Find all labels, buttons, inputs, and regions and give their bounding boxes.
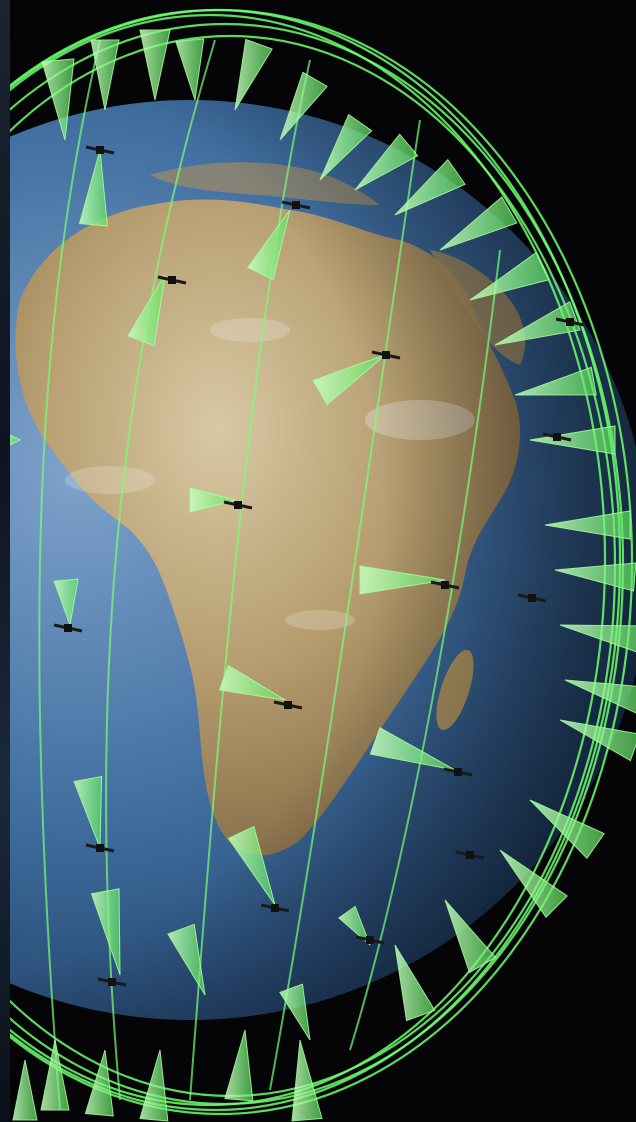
satellite-icon <box>223 500 253 510</box>
coverage-beam <box>224 1029 254 1102</box>
coverage-beam <box>234 38 273 111</box>
satellite-icon <box>157 275 187 285</box>
coverage-beam <box>529 799 605 859</box>
coverage-beam <box>394 158 466 216</box>
coverage-beam <box>246 209 291 281</box>
satellite-icon <box>85 145 115 155</box>
coverage-beam <box>139 1049 169 1122</box>
satellite-icon <box>542 432 572 442</box>
coverage-beam <box>559 624 636 653</box>
satellite-icon <box>355 935 385 945</box>
coverage-beam <box>559 719 636 762</box>
satellite-icon <box>455 850 485 860</box>
coverage-beam <box>227 825 276 906</box>
coverage-beam <box>73 776 103 849</box>
coverage-beam <box>444 899 497 974</box>
coverage-beam <box>319 113 373 181</box>
left-edge-strip <box>0 0 10 1122</box>
satellite-icon <box>85 843 115 853</box>
satellite-icon <box>97 977 127 987</box>
coverage-beam <box>354 133 419 191</box>
coverage-beam <box>41 58 75 141</box>
coverage-beam <box>499 849 568 918</box>
coverage-beam <box>90 39 120 111</box>
coverage-beam <box>189 487 237 513</box>
coverage-beam <box>359 565 446 595</box>
coverage-beam <box>279 71 328 141</box>
satellite-icon <box>443 767 473 777</box>
coverage-beam <box>78 149 108 227</box>
coverage-beam <box>90 888 121 976</box>
satellite-icon <box>281 200 311 210</box>
coverage-beam <box>40 1039 70 1111</box>
coverage-beam <box>312 354 386 406</box>
coverage-beam <box>53 578 79 627</box>
coverage-beam <box>494 301 581 346</box>
coverage-beam <box>291 1039 323 1122</box>
coverage-beam <box>84 1049 114 1117</box>
coverage-beam <box>439 196 518 251</box>
coverage-beam <box>544 510 631 540</box>
satellite-icon <box>273 700 303 710</box>
coverage-beam <box>338 905 371 946</box>
coverage-beam <box>564 679 636 714</box>
coverage-beam <box>12 1059 38 1121</box>
coverage-beam <box>469 251 550 301</box>
coverage-beam <box>218 664 286 701</box>
coverage-beam <box>167 923 206 996</box>
earth-globe <box>0 100 636 1020</box>
coverage-beam <box>529 425 616 455</box>
coverage-beam <box>175 38 205 101</box>
satellite-icon <box>555 317 585 327</box>
coverage-beam <box>279 983 311 1041</box>
coverage-beam <box>369 727 456 771</box>
satellite-icon <box>430 580 460 590</box>
satellites <box>53 145 585 987</box>
satellite-icon <box>517 593 547 603</box>
satellite-icon <box>53 623 83 633</box>
coverage-beams <box>0 29 636 1122</box>
coverage-beam <box>394 944 436 1022</box>
coverage-beam <box>514 366 597 396</box>
coverage-beam <box>139 29 171 101</box>
satellite-icon <box>371 350 401 360</box>
coverage-beam <box>127 274 166 347</box>
coverage-beam <box>554 562 636 592</box>
satellite-icon <box>260 903 290 913</box>
